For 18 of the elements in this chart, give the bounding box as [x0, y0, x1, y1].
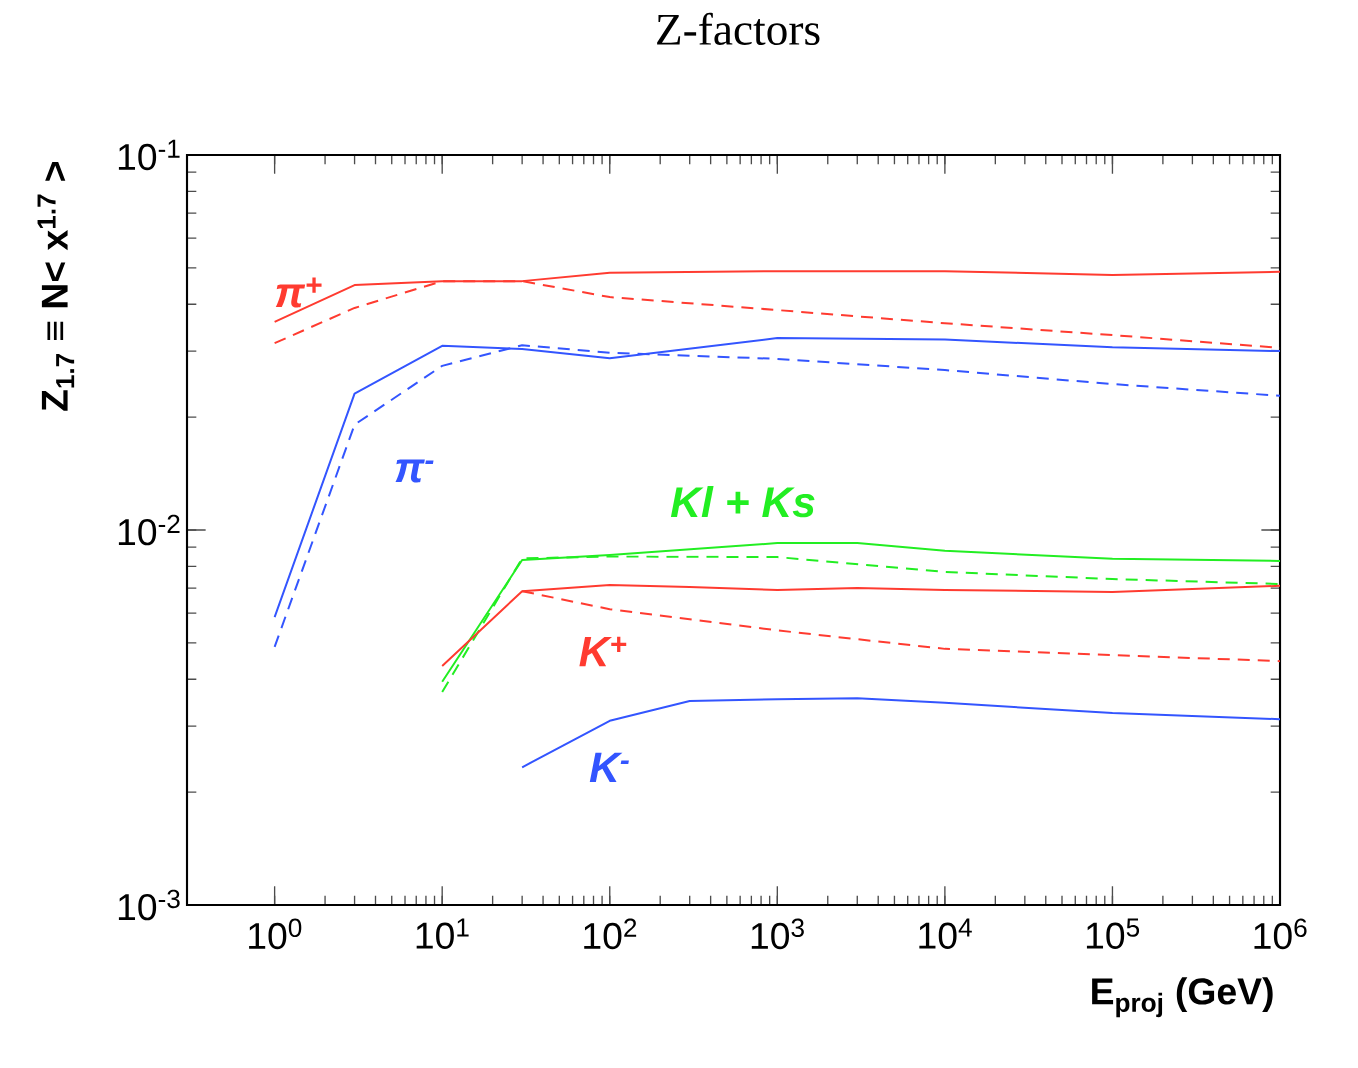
x-axis-title: E$_{proj}$ (GeV) — [1092, 977, 1273, 1018]
y-axis-title: Z$_{1.7}$ ≡ N< x$^{1.7}$ > — [37, 162, 75, 411]
x-tick-label: 10$^{5}$ — [1086, 918, 1140, 949]
series-label: Kl + Ks — [670, 485, 815, 518]
series-label: K$^{+}$ — [579, 636, 627, 667]
x-tick-label: 10$^{3}$ — [751, 918, 804, 950]
x-tick-label: 10$^{2}$ — [584, 918, 637, 950]
y-tick-label: 10$^{-1}$ — [118, 139, 180, 171]
y-tick-label: 10$^{-3}$ — [118, 889, 180, 921]
series-label: π$^{-}$ — [395, 459, 434, 483]
series-label: π$^{+}$ — [275, 277, 322, 308]
x-tick-label: 10$^{0}$ — [249, 918, 302, 950]
series-label: K$^{-}$ — [589, 752, 629, 783]
y-tick-label: 10$^{-2}$ — [118, 514, 180, 546]
x-tick-label: 10$^{6}$ — [1254, 918, 1307, 950]
x-tick-label: 10$^{1}$ — [416, 918, 469, 949]
chart-title: Z-factors — [657, 12, 820, 46]
x-tick-label: 10$^{4}$ — [919, 918, 972, 949]
